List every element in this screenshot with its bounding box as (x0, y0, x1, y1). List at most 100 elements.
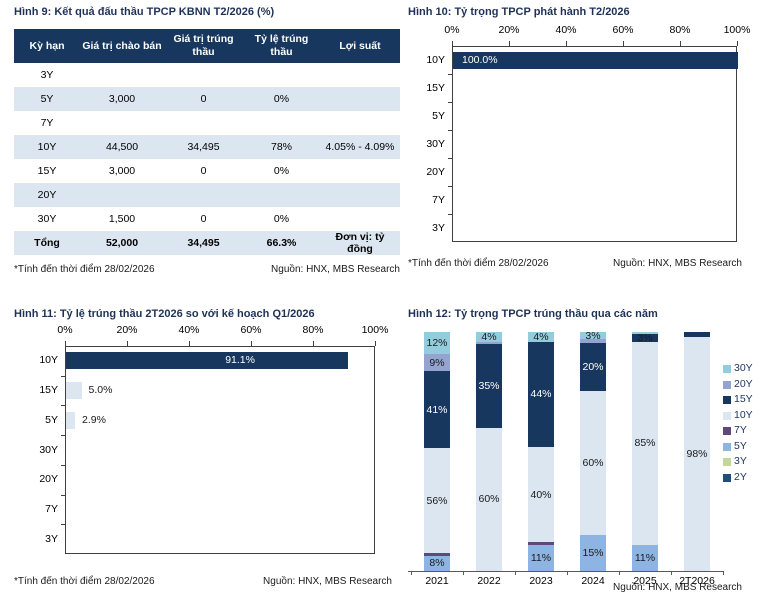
x-axis-tick (723, 571, 724, 575)
table-row: 30Y 1,500 0 0% (14, 207, 400, 231)
x-axis-line (408, 571, 724, 572)
legend-swatch (723, 473, 731, 482)
y-axis-tick (61, 375, 65, 377)
figure-11-source: Nguồn: HNX, MBS Research (263, 576, 392, 587)
stack-segment: 4% (528, 331, 554, 343)
y-axis-tick (448, 186, 452, 187)
x-axis-tick (452, 41, 453, 46)
table-cell (243, 63, 320, 87)
stack-segment-label: 12% (426, 337, 448, 350)
table-header-cell: Lợi suất (320, 29, 400, 63)
stack-segment: 35% (476, 343, 502, 428)
table-cell (320, 87, 400, 111)
legend-label: 20Y (734, 377, 753, 390)
plot-frame (452, 46, 737, 242)
y-category-label: 7Y (432, 193, 445, 206)
stack-segment-label: 60% (582, 456, 604, 469)
stack-segment (684, 332, 710, 337)
legend-swatch (723, 458, 731, 466)
y-category-label: 3Y (432, 221, 445, 234)
stack-segment-label: 40% (530, 488, 552, 501)
x-tick-label: 100% (361, 324, 389, 336)
bar (66, 352, 349, 370)
y-axis-tick (61, 435, 65, 437)
bar-label: 91.1% (225, 354, 255, 367)
figure-10: Hình 10: Tỷ trọng TPCP phát hành T2/2026… (408, 6, 760, 302)
x-tick-label: 40% (555, 24, 577, 36)
stack-segment-label: 35% (478, 379, 500, 392)
stack-segment: 85% (632, 341, 658, 545)
table-header-cell: Tỷ lệ trúng thầu (243, 29, 320, 63)
x-axis-tick (566, 41, 567, 46)
table-cell: Đơn vị: tỷ đồng (335, 231, 385, 255)
table-row: 20Y (14, 183, 400, 207)
stack-segment-label: 15% (582, 546, 604, 559)
y-axis-tick (448, 74, 452, 75)
x-tick-label: 80% (669, 24, 691, 36)
table-cell (320, 63, 400, 87)
x-category-label: 2021 (425, 575, 449, 587)
legend-label: 15Y (734, 393, 753, 405)
x-tick-label: 100% (723, 24, 751, 36)
x-axis-tick (375, 341, 376, 346)
table-cell (320, 183, 400, 207)
stack-segment-label: 9% (429, 356, 445, 369)
x-category-label: 2023 (529, 575, 553, 587)
stack-segment: 3% (632, 332, 658, 344)
y-axis-tick (61, 494, 65, 496)
table-cell: 3,000 (108, 165, 136, 177)
stack-segment: 60% (580, 390, 606, 535)
figure-11-title: Hình 11: Tỷ lệ trúng thầu 2T2026 so với … (14, 308, 315, 320)
stack-segment (528, 542, 554, 545)
x-axis-tick (737, 41, 738, 46)
stack-segment: 8% (424, 556, 450, 571)
table-cell: 30Y (37, 213, 57, 225)
stack-segment: 12% (424, 332, 450, 355)
legend-label: 30Y (734, 362, 753, 374)
plot-frame (65, 346, 375, 554)
y-category-label: 20Y (39, 473, 58, 486)
stack-segment: 56% (424, 448, 450, 554)
stack-segment-label: 8% (429, 557, 445, 570)
y-category-label: 3Y (45, 532, 58, 545)
table-cell (243, 183, 320, 207)
table-cell: 0 (200, 93, 207, 105)
table-cell: 0% (273, 213, 290, 225)
bar-label: 100.0% (462, 53, 498, 66)
x-tick-label: 40% (178, 324, 200, 336)
stack-segment (580, 339, 606, 343)
stack-segment: 20% (580, 342, 606, 391)
y-axis-tick (448, 102, 452, 103)
x-axis-tick (313, 341, 314, 346)
stack-segment: 60% (476, 427, 502, 571)
x-axis-tick (671, 571, 672, 575)
table-cell: 10Y (37, 141, 57, 153)
stack-segment: 3% (580, 330, 606, 342)
stack-segment-label: 98% (686, 447, 708, 460)
figure-10-source: Nguồn: HNX, MBS Research (613, 258, 742, 269)
x-axis-tick (189, 341, 190, 346)
stack-segment: 9% (424, 354, 450, 372)
table-cell: 34,495 (187, 141, 220, 153)
figure-9-title: Hình 9: Kết quả đấu thầu TPCP KBNN T2/20… (14, 6, 275, 18)
x-category-label: 2024 (581, 575, 605, 587)
bar (66, 411, 75, 429)
figure-12: Hình 12: Tỷ trọng TPCP trúng thầu qua cá… (408, 308, 760, 600)
stack-segment: 40% (528, 446, 554, 543)
x-axis-tick (567, 571, 568, 575)
table-cell: 0% (273, 93, 290, 105)
table-cell: 44,500 (105, 141, 139, 153)
y-category-label: 30Y (39, 443, 58, 456)
stack-segment (632, 332, 658, 335)
legend-swatch (723, 411, 731, 420)
table-cell: 0% (273, 165, 290, 177)
x-axis-tick (127, 341, 128, 346)
stack-segment (476, 341, 502, 344)
issuance-share-chart: 0% 20% 40% 60% 80% 100% 10Y 100.0% 15Y 5Y 30Y 20Y 7Y… (408, 6, 760, 302)
legend-label: 10Y (734, 408, 753, 421)
table-row: 7Y (14, 111, 400, 135)
tenor-share-by-year-chart: 8% 56% 41% 9% 12% 2021 60% 35% 4% 2022 11% 40% 44% 4%… (408, 308, 760, 600)
y-category-label: 10Y (39, 354, 58, 367)
table-cell (320, 159, 400, 183)
table-body: 3Y 5Y 3,000 0 0% 7Y 10Y 44,500 34,495 78% 4.05% - … (14, 63, 400, 255)
